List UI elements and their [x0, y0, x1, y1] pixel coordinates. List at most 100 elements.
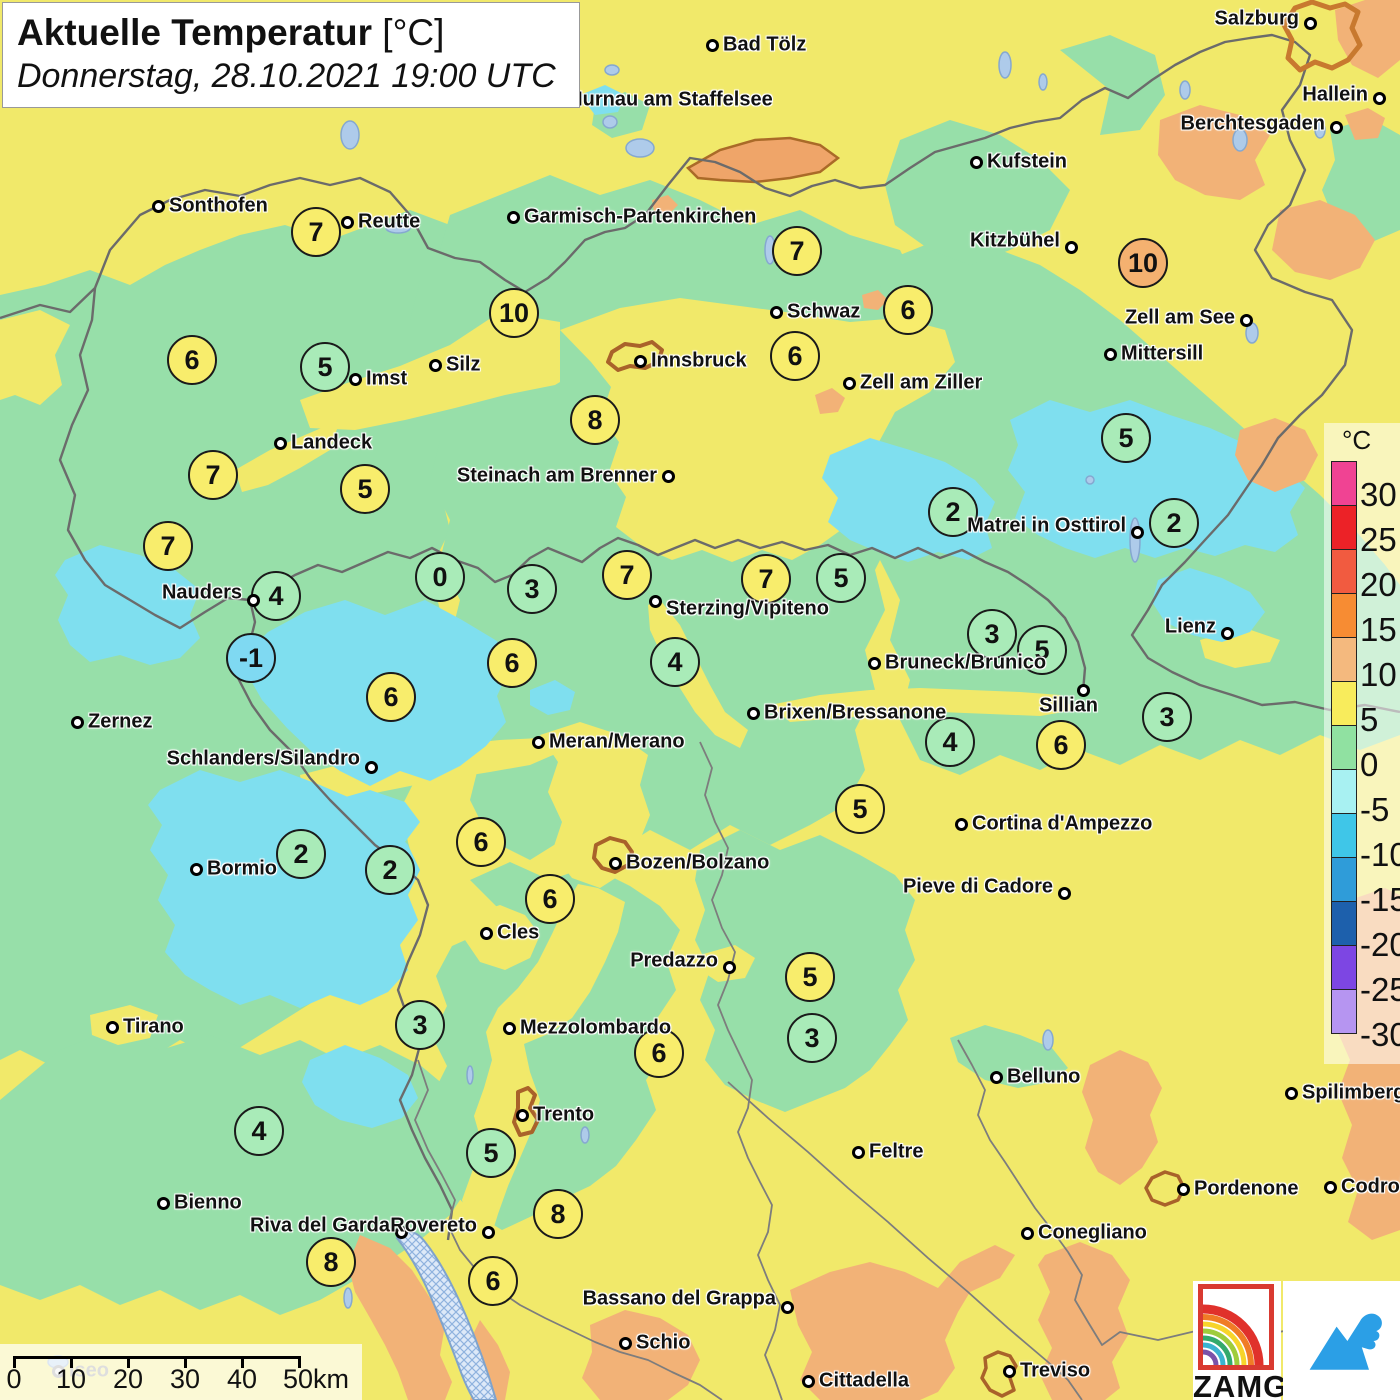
city-label: Treviso: [1020, 1359, 1091, 1382]
scalebar-tick: [127, 1356, 130, 1368]
city-marker: [1285, 1087, 1298, 1100]
legend-tick-label: 30: [1360, 476, 1397, 513]
city-marker: [503, 1022, 516, 1035]
legend-tick-label: 20: [1360, 566, 1397, 603]
temperature-legend: °C 30 25 20 15 10 5 0 -5 -10 -15 -20 -25 -30: [1324, 423, 1400, 1064]
station-temp-circle: 8: [570, 395, 620, 445]
station-temp-circle: 5: [785, 952, 835, 1002]
station-temp-circle: 5: [835, 784, 885, 834]
city-marker: [190, 863, 203, 876]
scalebar-label: 10: [55, 1364, 87, 1394]
zamg-rainbow-icon: [1198, 1284, 1274, 1370]
city-marker: [802, 1375, 815, 1388]
city-marker: [1104, 348, 1117, 361]
legend-tick-label: 25: [1360, 521, 1397, 558]
city-label: Lienz: [1164, 615, 1216, 638]
scalebar-label: 0: [6, 1364, 22, 1394]
city-marker: [274, 437, 287, 450]
city-label: Reutte: [358, 210, 421, 233]
city-label: Feltre: [869, 1140, 924, 1163]
legend-tick-label: -5: [1360, 791, 1390, 828]
legend-color-segment: [1331, 857, 1357, 902]
scalebar-tick: [241, 1356, 244, 1368]
city-marker: [609, 857, 622, 870]
map-scalebar: 0 10 20 30 40 50km: [0, 1344, 362, 1400]
city-marker: [1058, 887, 1071, 900]
station-temp-circle: 10: [489, 288, 539, 338]
station-temp-circle: 2: [365, 845, 415, 895]
city-label: Bad Tölz: [723, 33, 807, 56]
city-boundaries: [512, 0, 1363, 1398]
station-temp-circle: 4: [251, 571, 301, 621]
legend-color-segment: [1331, 461, 1357, 506]
city-label: Bormio: [207, 857, 277, 880]
city-marker: [395, 1226, 408, 1239]
legend-color-segment: [1331, 725, 1357, 770]
legend-tick-label: 5: [1360, 701, 1379, 738]
station-temp-circle: 8: [306, 1237, 356, 1287]
city-marker: [868, 657, 881, 670]
station-temp-circle: 6: [468, 1256, 518, 1306]
station-temp-circle: 6: [366, 672, 416, 722]
city-label: Salzburg: [1214, 7, 1299, 30]
city-label: Rovereto: [390, 1214, 477, 1237]
city-marker: [770, 306, 783, 319]
city-label: Pordenone: [1194, 1177, 1299, 1200]
station-temp-circle: 6: [770, 331, 820, 381]
station-temp-circle: 3: [1142, 692, 1192, 742]
legend-colorbar: [1331, 461, 1357, 1034]
legend-tick-label: -30: [1360, 1016, 1400, 1053]
city-marker: [157, 1197, 170, 1210]
legend-color-segment: [1331, 945, 1357, 990]
city-marker: [1304, 17, 1317, 30]
city-marker: [349, 373, 362, 386]
legend-tick-label: 0: [1360, 746, 1379, 783]
legend-color-segment: [1331, 505, 1357, 550]
city-label: Sterzing/Vipiteno: [666, 597, 829, 620]
station-temp-circle: 6: [456, 817, 506, 867]
city-marker: [341, 216, 354, 229]
station-temp-circle: 2: [1149, 498, 1199, 548]
city-marker: [532, 736, 545, 749]
city-label: Sonthofen: [169, 194, 268, 217]
station-temp-circle: 7: [772, 226, 822, 276]
station-temp-circle: 7: [143, 521, 193, 571]
city-marker: [955, 818, 968, 831]
city-label: Imst: [366, 367, 408, 390]
station-temp-circle: 6: [634, 1028, 684, 1078]
station-temp-circle: 5: [816, 553, 866, 603]
station-temp-circle: 7: [291, 207, 341, 257]
city-label: Schwaz: [787, 300, 861, 323]
city-label: Bruneck/Brunico: [885, 651, 1047, 674]
city-label: Bassano del Grappa: [582, 1287, 776, 1310]
scalebar-tick: [184, 1356, 187, 1368]
inn-valley-warm-streak: [685, 136, 841, 184]
scalebar-label: 50km: [282, 1364, 350, 1394]
city-marker: [619, 1337, 632, 1350]
city-marker: [1324, 1181, 1337, 1194]
page-title: Aktuelle Temperatur [°C]: [17, 12, 445, 53]
city-marker: [781, 1301, 794, 1314]
country-borders: [0, 33, 1400, 1241]
legend-color-segment: [1331, 769, 1357, 814]
station-temp-circle: 6: [1036, 720, 1086, 770]
legend-color-segment: [1331, 549, 1357, 594]
city-label: Mezzolombardo: [520, 1016, 672, 1039]
city-marker: [706, 39, 719, 52]
station-temp-circle: 10: [1118, 238, 1168, 288]
city-label: Zell am Ziller: [860, 371, 983, 394]
city-marker: [482, 1226, 495, 1239]
station-temp-circle: 3: [395, 1000, 445, 1050]
city-marker: [1240, 314, 1253, 327]
legend-unit: °C: [1342, 425, 1372, 455]
city-label: Berchtesgaden: [1180, 112, 1326, 135]
city-marker: [1077, 684, 1090, 697]
city-label: Cles: [497, 921, 540, 944]
station-temp-circle: 5: [340, 464, 390, 514]
city-marker: [1065, 241, 1078, 254]
city-label: Zernez: [88, 710, 153, 733]
city-marker: [1131, 526, 1144, 539]
tirol-logo: [1283, 1281, 1400, 1400]
legend-tick-label: -25: [1360, 971, 1400, 1008]
city-marker: [1021, 1227, 1034, 1240]
